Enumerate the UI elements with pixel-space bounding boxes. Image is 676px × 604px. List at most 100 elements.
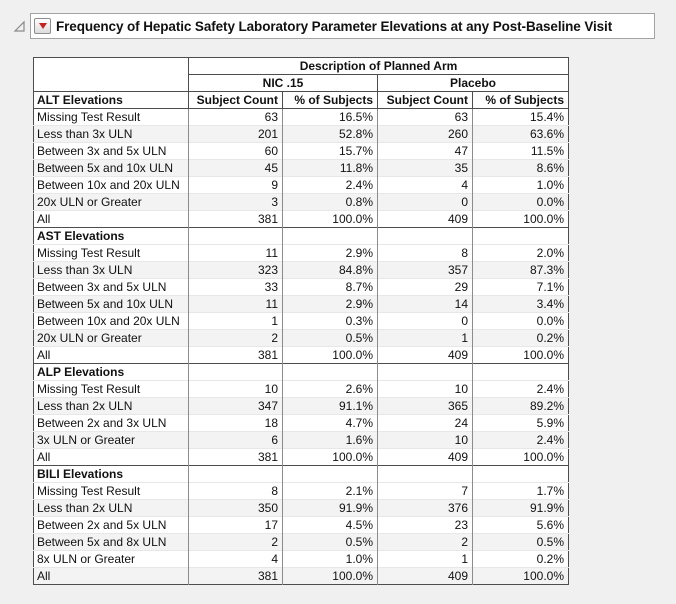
column-header-cell [472,227,569,245]
row-label-cell: 20x ULN or Greater [33,193,189,211]
value-cell: 4 [188,550,283,568]
table-row: Missing Test Result 63 16.5% 63 15.4% [33,108,569,126]
value-cell: 8 [188,482,283,500]
value-cell: 10 [188,380,283,398]
value-cell: 100.0% [472,448,569,466]
value-cell: 63.6% [472,125,569,143]
value-cell: 3.4% [472,295,569,313]
row-label-cell: 20x ULN or Greater [33,329,189,347]
value-cell: 8.7% [282,278,378,296]
row-label-cell: Missing Test Result [33,244,189,262]
row-label-cell: Between 2x and 3x ULN [33,414,189,432]
row-label-cell: All [33,567,189,585]
value-cell: 0.2% [472,550,569,568]
value-cell: 100.0% [472,210,569,228]
value-cell: 409 [377,448,473,466]
value-cell: 35 [377,159,473,177]
table-row: Less than 3x ULN 323 84.8% 357 87.3% [33,261,569,279]
value-cell: 2.4% [282,176,378,194]
arm-header-cell: Placebo [377,74,569,92]
corner-cell [33,57,189,92]
value-cell: 24 [377,414,473,432]
column-header-cell [282,227,378,245]
value-cell: 10 [377,380,473,398]
section-label-cell: ALP Elevations [33,363,189,381]
value-cell: 0.5% [282,329,378,347]
value-cell: 2.9% [282,244,378,262]
table-row: Between 5x and 10x ULN 45 11.8% 35 8.6% [33,159,569,177]
value-cell: 8 [377,244,473,262]
value-cell: 11.8% [282,159,378,177]
red-triangle-icon [38,23,47,29]
row-label-cell: Missing Test Result [33,108,189,126]
section-label-cell: AST Elevations [33,227,189,245]
group-header-row: Description of Planned Arm [33,57,569,92]
value-cell: 100.0% [282,567,378,585]
row-label-cell: Missing Test Result [33,380,189,398]
value-cell: 0.5% [472,533,569,551]
value-cell: 14 [377,295,473,313]
column-header-cell: % of Subjects [282,91,378,109]
value-cell: 0.0% [472,312,569,330]
row-label-cell: Less than 3x ULN [33,261,189,279]
value-cell: 9 [188,176,283,194]
disclosure-triangle-icon[interactable] [12,19,26,33]
table-row: 3x ULN or Greater 6 1.6% 10 2.4% [33,431,569,449]
value-cell: 16.5% [282,108,378,126]
value-cell: 23 [377,516,473,534]
value-cell: 4.7% [282,414,378,432]
jmp-report-window: Frequency of Hepatic Safety Laboratory P… [12,13,676,585]
table-row: Between 5x and 8x ULN 2 0.5% 2 0.5% [33,533,569,551]
value-cell: 409 [377,210,473,228]
value-cell: 1.0% [282,550,378,568]
value-cell: 1.7% [472,482,569,500]
value-cell: 11 [188,244,283,262]
value-cell: 0.3% [282,312,378,330]
table-row: All 381 100.0% 409 100.0% [33,567,569,585]
table-row: Between 2x and 3x ULN 18 4.7% 24 5.9% [33,414,569,432]
row-label-cell: Between 3x and 5x ULN [33,142,189,160]
frequency-table: Description of Planned Arm NIC .15 Placebo… [33,57,569,585]
value-cell: 4 [377,176,473,194]
value-cell: 0.8% [282,193,378,211]
value-cell: 11.5% [472,142,569,160]
row-label-cell: Between 5x and 8x ULN [33,533,189,551]
value-cell: 2.9% [282,295,378,313]
table-row: 20x ULN or Greater 3 0.8% 0 0.0% [33,193,569,211]
value-cell: 63 [188,108,283,126]
value-cell: 100.0% [282,448,378,466]
table-row: All 381 100.0% 409 100.0% [33,448,569,466]
section-header-row: ALT Elevations Subject Count% of Subjects… [33,91,569,109]
value-cell: 5.6% [472,516,569,534]
value-cell: 18 [188,414,283,432]
value-cell: 84.8% [282,261,378,279]
value-cell: 4.5% [282,516,378,534]
value-cell: 10 [377,431,473,449]
value-cell: 2.6% [282,380,378,398]
row-label-cell: Between 10x and 20x ULN [33,312,189,330]
column-header-cell [472,363,569,381]
value-cell: 52.8% [282,125,378,143]
table-row: Missing Test Result 8 2.1% 7 1.7% [33,482,569,500]
table-row: 20x ULN or Greater 2 0.5% 1 0.2% [33,329,569,347]
table-row: Between 2x and 5x ULN 17 4.5% 23 5.6% [33,516,569,534]
outline-node-header: Frequency of Hepatic Safety Laboratory P… [12,13,676,39]
value-cell: 260 [377,125,473,143]
value-cell: 45 [188,159,283,177]
value-cell: 376 [377,499,473,517]
value-cell: 409 [377,567,473,585]
column-header-cell: Subject Count [377,91,473,109]
table-row: All 381 100.0% 409 100.0% [33,210,569,228]
row-label-cell: Between 10x and 20x ULN [33,176,189,194]
value-cell: 2 [377,533,473,551]
column-header-cell: % of Subjects [472,91,569,109]
value-cell: 1 [188,312,283,330]
value-cell: 347 [188,397,283,415]
column-header-cell: Subject Count [188,91,283,109]
row-label-cell: All [33,448,189,466]
red-triangle-menu-button[interactable] [34,18,51,34]
value-cell: 0.0% [472,193,569,211]
value-cell: 2 [188,533,283,551]
row-label-cell: Less than 3x ULN [33,125,189,143]
value-cell: 2.0% [472,244,569,262]
